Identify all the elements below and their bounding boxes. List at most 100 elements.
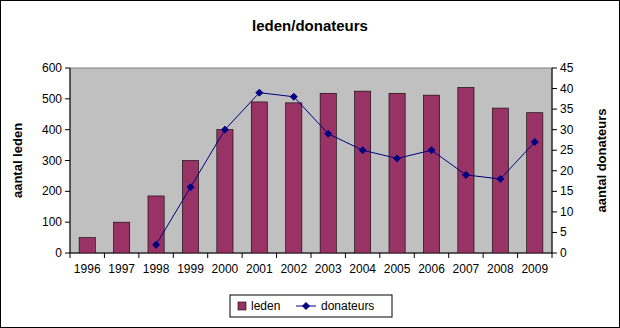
y2-axis-label: aantal donateurs [594,108,609,212]
y-tick [65,191,70,192]
x-tick [345,253,346,258]
x-tick-label: 1997 [108,262,135,276]
plot-marks [79,87,543,253]
bar [458,87,474,253]
y-tick [65,222,70,223]
x-tick-label: 2001 [246,262,273,276]
y2-tick [552,129,557,130]
bar [423,95,439,253]
marker [221,126,228,133]
x-tick-label: 2003 [315,262,342,276]
y-tick-label: 300 [42,154,62,168]
y2-tick-label: 10 [560,205,574,219]
marker [428,147,435,154]
bar [389,93,405,253]
bar [355,91,371,253]
y-axis-label: aantal leden [10,123,25,198]
y-tick [65,98,70,99]
x-tick [173,253,174,258]
y2-tick-label: 20 [560,164,574,178]
y-tick-label: 0 [55,246,62,260]
legend-swatch [238,302,246,310]
x-tick-label: 2007 [453,262,480,276]
y2-tick-label: 40 [560,82,574,96]
y2-tick [552,68,557,69]
x-tick-label: 2002 [280,262,307,276]
bar [527,113,543,253]
x-tick-label: 2004 [349,262,376,276]
x-tick [207,253,208,258]
marker [497,176,504,183]
marker [359,147,366,154]
marker [531,139,538,146]
y2-tick-label: 35 [560,102,574,116]
x-tick [70,253,71,258]
y2-tick [552,150,557,151]
y-tick-label: 400 [42,123,62,137]
y2-tick [552,211,557,212]
y-tick [65,129,70,130]
y-tick [65,68,70,69]
marker [325,130,332,137]
x-tick-label: 1996 [74,262,101,276]
x-tick [379,253,380,258]
x-tick-label: 2008 [487,262,514,276]
marker [187,184,194,191]
y2-tick [552,253,557,254]
y-tick [65,253,70,254]
y2-tick-label: 0 [560,246,567,260]
x-tick [483,253,484,258]
y2-axis-line [552,68,553,253]
bar [251,102,267,253]
x-tick-label: 1999 [177,262,204,276]
chart-frame [1,1,620,328]
x-tick-label: 2009 [521,262,548,276]
bar [79,238,95,253]
x-tick [448,253,449,258]
y-tick-label: 100 [42,215,62,229]
marker [462,171,469,178]
x-tick-label: 1998 [143,262,170,276]
x-tick [414,253,415,258]
y2-tick-label: 25 [560,143,574,157]
bar [148,196,164,253]
y2-tick [552,232,557,233]
legend-label: donateurs [321,299,374,313]
bar [114,222,130,253]
y-tick-label: 200 [42,184,62,198]
marker [394,155,401,162]
plot-area [70,68,552,253]
x-tick [104,253,105,258]
legend-marker [303,303,310,310]
bar [217,130,233,253]
y2-tick-label: 5 [560,225,567,239]
x-tick [242,253,243,258]
x-tick [552,253,553,258]
y2-tick-label: 30 [560,123,574,137]
x-tick [311,253,312,258]
x-tick-label: 2000 [212,262,239,276]
line [156,93,535,245]
y2-tick [552,109,557,110]
y-tick-label: 500 [42,92,62,106]
y2-tick-label: 15 [560,184,574,198]
y2-tick-label: 45 [560,61,574,75]
legend-box [230,295,392,317]
x-tick [276,253,277,258]
chart-title: leden/donateurs [252,17,368,34]
bar [286,103,302,253]
marker [153,241,160,248]
bar [492,108,508,253]
x-tick-label: 2006 [418,262,445,276]
x-tick-label: 2005 [384,262,411,276]
y2-tick [552,170,557,171]
marker [256,89,263,96]
bar [320,93,336,253]
y2-tick [552,191,557,192]
bar [182,161,198,254]
x-tick [517,253,518,258]
x-tick [138,253,139,258]
y-tick [65,160,70,161]
y2-tick [552,88,557,89]
marker [290,93,297,100]
